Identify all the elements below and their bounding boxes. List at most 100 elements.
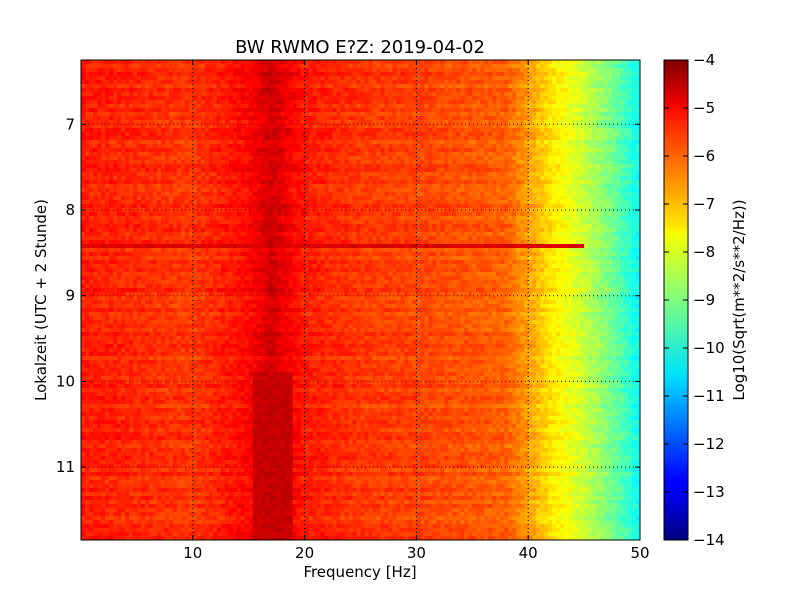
heatmap-cell [400,80,406,85]
heatmap-cell [208,108,214,113]
heatmap-cell [536,132,541,137]
heatmap-cell [92,104,98,109]
heatmap-cell [516,152,521,157]
heatmap-cell [572,72,577,77]
heatmap-cell [628,168,633,173]
heatmap-cell [232,192,238,197]
heatmap-cell [568,168,573,173]
heatmap-cell [552,84,557,89]
heatmap-cell [552,60,557,65]
heatmap-cell [508,64,513,69]
heatmap-cell [448,112,453,117]
heatmap-cell [260,156,266,161]
heatmap-cell [568,64,573,69]
heatmap-cell [484,64,489,69]
heatmap-cell [500,184,505,189]
heatmap-cell [492,88,497,93]
heatmap-cell [280,120,286,125]
heatmap-cell [196,200,202,205]
heatmap-cell [384,196,390,201]
heatmap-cell [416,140,421,145]
heatmap-cell [320,92,326,97]
heatmap-cell [488,172,493,177]
heatmap-cell [416,120,421,125]
heatmap-cell [132,80,138,85]
heatmap-cell [136,152,142,157]
heatmap-cell [564,68,569,73]
heatmap-cell [424,140,429,145]
heatmap-cell [184,80,190,85]
heatmap-cell [120,180,126,185]
heatmap-cell [156,184,162,189]
heatmap-cell [204,188,210,193]
heatmap-cell [524,148,529,153]
heatmap-cell [252,84,258,89]
heatmap-cell [344,156,350,161]
heatmap-cell [180,72,186,77]
heatmap-cell [240,164,246,169]
heatmap-cell [560,104,565,109]
heatmap-cell [232,120,238,125]
heatmap-cell [552,136,557,141]
heatmap-cell [476,64,481,69]
heatmap-cell [324,108,330,113]
heatmap-cell [564,144,569,149]
heatmap-cell [536,88,541,93]
heatmap-cell [288,68,294,73]
heatmap-cell [572,144,577,149]
heatmap-cell [360,80,366,85]
heatmap-cell [604,180,609,185]
heatmap-cell [608,160,613,165]
heatmap-cell [484,168,489,173]
heatmap-cell [124,88,130,93]
heatmap-cell [292,152,298,157]
heatmap-cell [436,192,441,197]
heatmap-cell [532,84,537,89]
heatmap-cell [220,184,226,189]
heatmap-cell [532,196,537,201]
heatmap-cell [588,104,593,109]
heatmap-cell [540,96,545,101]
heatmap-cell [360,144,366,149]
heatmap-cell [348,192,354,197]
heatmap-cell [424,192,429,197]
heatmap-cell [508,144,513,149]
heatmap-cell [600,172,605,177]
heatmap-cell [512,108,517,113]
heatmap-cell [284,96,290,101]
heatmap-cell [164,64,170,69]
heatmap-cell [320,68,326,73]
heatmap-cell [184,196,190,201]
heatmap-cell [244,172,250,177]
heatmap-cell [516,164,521,169]
heatmap-cell [156,124,162,129]
heatmap-cell [400,136,406,141]
heatmap-cell [184,100,190,105]
heatmap-cell [556,136,561,141]
heatmap-cell [172,60,178,65]
heatmap-cell [348,96,354,101]
heatmap-cell [456,168,461,173]
heatmap-cell [288,136,294,141]
heatmap-cell [128,108,134,113]
heatmap-cell [268,92,274,97]
heatmap-cell [116,104,122,109]
heatmap-cell [336,140,342,145]
heatmap-cell [428,68,433,73]
heatmap-cell [584,96,589,101]
heatmap-cell [612,196,617,201]
heatmap-cell [392,60,398,65]
heatmap-cell [408,188,413,193]
heatmap-cell [388,108,394,113]
heatmap-cell [204,112,210,117]
heatmap-cell [372,180,378,185]
heatmap-cell [580,164,585,169]
heatmap-cell [464,136,469,141]
heatmap-cell [220,76,226,81]
heatmap-cell [404,156,410,161]
heatmap-cell [320,120,326,125]
heatmap-cell [620,124,625,129]
heatmap-cell [432,140,437,145]
heatmap-cell [96,84,102,89]
heatmap-cell [424,60,429,65]
